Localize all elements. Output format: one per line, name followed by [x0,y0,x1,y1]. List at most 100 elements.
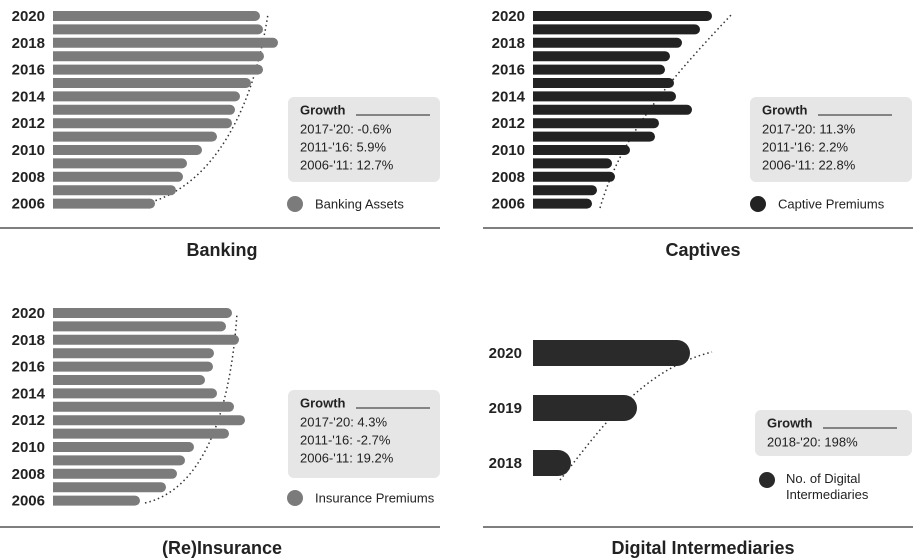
bar [533,11,712,21]
bar [533,118,659,129]
bar [533,104,693,115]
y-tick-label: 2010 [492,142,525,159]
y-tick-label: 2020 [492,8,525,25]
bar [53,375,205,385]
bar [53,64,263,75]
bar [53,78,251,88]
growth-title: Growth [300,395,346,410]
bar [53,334,239,345]
bar [53,185,176,196]
y-tick-label: 2020 [12,305,45,322]
legend-swatch [750,196,766,212]
bar [533,131,655,142]
growth-note: 2018-'20: 198% [767,434,858,449]
bar [53,118,232,129]
bar [53,91,240,102]
bar [53,348,214,359]
y-tick-label: 2008 [12,169,45,186]
y-tick-label: 2016 [492,62,525,79]
growth-box [288,390,440,478]
y-tick-label: 2020 [12,8,45,25]
y-tick-label: 2014 [12,385,46,402]
growth-box [288,97,440,182]
bar [53,361,214,372]
y-tick-label: 2006 [12,493,45,510]
legend-swatch [287,196,303,212]
growth-title: Growth [762,102,808,117]
bar [53,24,264,35]
legend-label: Captive Premiums [778,196,885,211]
bar [533,395,637,421]
bar [533,450,571,476]
growth-note: 2017-'20: 11.3% [762,121,856,136]
y-tick-label: 2018 [489,455,522,472]
y-tick-label: 2006 [492,196,525,213]
y-tick-label: 2008 [12,466,45,483]
chart-title: Captives [665,240,740,260]
y-tick-label: 2006 [12,196,45,213]
y-tick-label: 2016 [12,62,45,79]
legend-label: Banking Assets [315,196,404,211]
chart-title: Digital Intermediaries [611,538,794,558]
y-tick-label: 2012 [12,115,45,132]
bar [53,388,217,399]
growth-note: 2011-'16: -2.7% [300,432,391,447]
y-tick-label: 2014 [492,88,526,105]
bar [53,11,260,21]
bar [53,468,177,479]
bar [533,171,615,182]
bar [533,37,683,48]
y-tick-label: 2018 [492,35,525,52]
bar [53,104,235,115]
y-tick-label: 2019 [489,400,522,417]
bar [53,415,245,426]
bar [53,401,234,412]
growth-note: 2017-'20: -0.6% [300,121,392,136]
bar [533,51,670,62]
bar [533,91,676,102]
growth-note: 2011-'16: 5.9% [300,139,387,154]
bar [53,37,278,48]
growth-box [750,97,912,182]
y-tick-label: 2010 [12,439,45,456]
growth-note: 2011-'16: 2.2% [762,139,849,154]
bar [53,198,155,209]
bar [53,455,185,466]
bar [53,171,184,182]
trend-line [144,312,238,504]
legend-swatch [759,472,775,488]
bar [53,158,187,169]
bar [53,442,194,452]
bar [53,51,264,62]
growth-title: Growth [300,102,346,117]
growth-box [755,410,912,456]
bar [533,340,690,366]
bar [53,495,140,506]
chart-title: Banking [186,240,257,260]
growth-title: Growth [767,415,813,430]
bar [53,131,217,142]
bar [53,428,229,439]
y-tick-label: 2014 [12,88,46,105]
growth-note: 2006-'11: 12.7% [300,157,394,172]
bar [53,145,202,155]
bar [533,198,592,209]
bar [53,321,226,332]
legend-label: No. of Digital Intermediaries [786,471,869,502]
bar [533,78,674,88]
growth-note: 2006-'11: 22.8% [762,157,856,172]
y-tick-label: 2018 [12,332,45,349]
bar [53,308,232,318]
y-tick-label: 2010 [12,142,45,159]
legend-label: Insurance Premiums [315,490,435,505]
y-tick-label: 2018 [12,35,45,52]
growth-note: 2006-'11: 19.2% [300,450,394,465]
bar [533,158,612,169]
bar [533,145,630,155]
y-tick-label: 2008 [492,169,525,186]
legend-swatch [287,490,303,506]
bar [533,24,700,35]
bar [533,185,597,196]
chart-title: (Re)Insurance [162,538,282,558]
